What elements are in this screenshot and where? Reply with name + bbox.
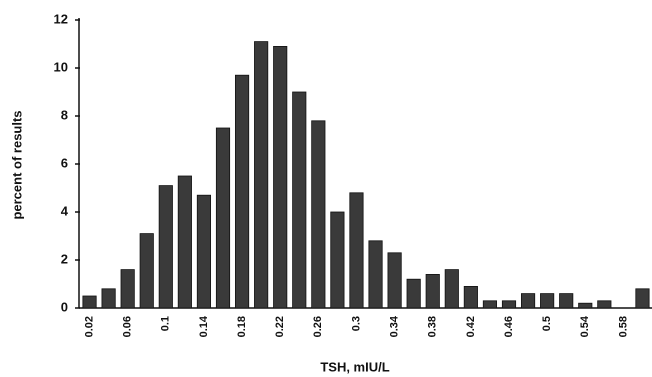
x-axis-title: TSH, mIU/L [320,359,389,374]
bar [101,288,116,309]
x-tick-label: 0.46 [503,316,515,337]
bar [330,211,345,309]
bar [215,127,231,309]
bar [158,185,173,309]
bar [120,269,135,309]
x-tick-label: 0.22 [274,316,286,337]
bar [559,293,574,309]
bar [82,295,97,309]
x-tick-label: 0.02 [83,316,95,337]
bar [444,269,459,309]
y-tick-label: 6 [61,155,68,170]
x-tick-label: 0.06 [122,316,134,337]
bar [292,91,307,309]
y-tick-label: 12 [54,11,68,26]
bar [254,41,269,309]
bar [139,233,154,309]
y-tick-label: 4 [61,203,69,218]
y-axis-title: percent of results [9,110,24,219]
x-tick-label: 0.26 [312,316,324,337]
bar [540,293,555,309]
bar [597,300,612,309]
bar [501,300,517,309]
bar [406,278,421,309]
bar [368,240,383,309]
bar [387,252,402,309]
y-tick-label: 2 [61,251,68,266]
bar [578,302,593,309]
x-tick-label: 0.14 [198,315,210,337]
bar [234,74,250,309]
bar [311,120,326,309]
bar [273,46,288,309]
y-tick-label: 0 [61,299,68,314]
x-tick-label: 0.34 [389,315,401,337]
y-tick-label: 10 [54,59,68,74]
x-tick-label: 0.18 [236,316,248,337]
x-tick-label: 0.1 [160,316,172,331]
x-tick-label: 0.5 [541,316,553,331]
bar [177,175,192,309]
bar [425,273,440,309]
bar [349,192,364,309]
bar [520,293,536,309]
x-tick-label: 0.3 [350,316,362,331]
bar [635,288,650,309]
x-tick-label: 0.58 [617,316,629,337]
bar [463,285,478,309]
x-tick-label: 0.42 [465,316,477,337]
y-tick-label: 8 [61,107,68,122]
bar [482,300,498,309]
bar [196,194,212,309]
x-tick-label: 0.54 [579,315,591,337]
x-tick-label: 0.38 [427,316,439,337]
